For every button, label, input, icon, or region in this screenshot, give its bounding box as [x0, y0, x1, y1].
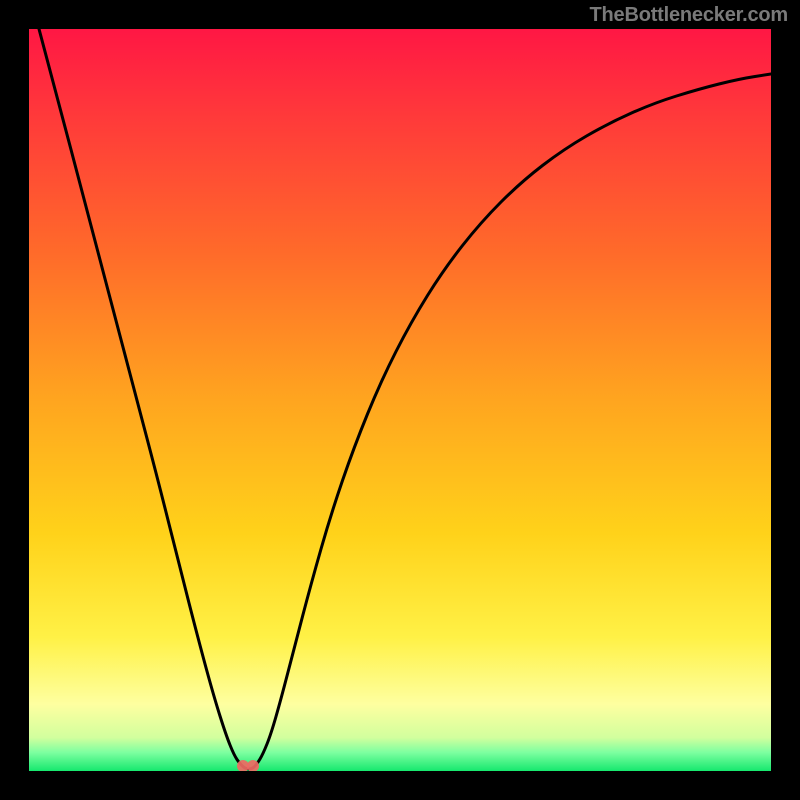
bottleneck-curve	[29, 29, 771, 771]
plot-area	[29, 29, 771, 771]
chart-frame: TheBottlenecker.com	[0, 0, 800, 800]
curve-marker	[247, 760, 259, 771]
watermark-text: TheBottlenecker.com	[590, 4, 789, 27]
